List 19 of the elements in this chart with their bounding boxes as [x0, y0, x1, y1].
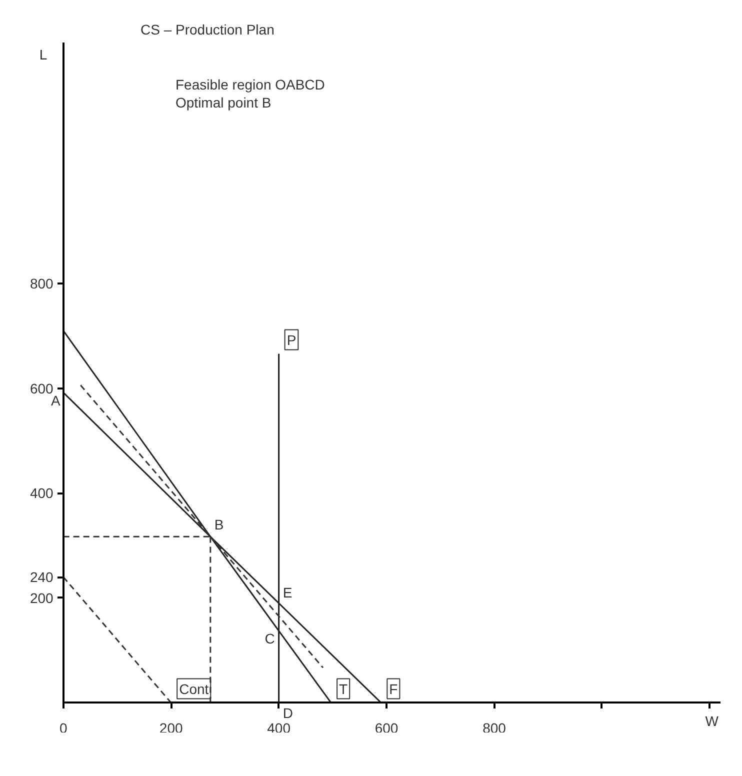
- annotation: Feasible region OABCD: [176, 76, 325, 92]
- series-label: Cont: [179, 680, 209, 697]
- annotation: B: [214, 516, 224, 533]
- y-axis-title: L: [39, 46, 48, 62]
- y-tick-label: 400: [30, 485, 54, 502]
- y-tick-label: 200: [30, 590, 54, 606]
- annotation: C: [264, 630, 275, 646]
- series-label: P: [286, 332, 296, 348]
- y-tick-label: 240: [30, 569, 54, 586]
- annotation: Optimal point B: [176, 94, 272, 110]
- y-tick-label: 800: [30, 276, 54, 292]
- y-tick-label: 600: [30, 380, 54, 396]
- annotation: A: [51, 392, 62, 409]
- annotation: D: [282, 704, 293, 721]
- series-label: T: [339, 680, 348, 697]
- series-label: F: [389, 680, 398, 697]
- chart-title: CS – Production Plan: [140, 22, 274, 38]
- annotation: E: [282, 584, 292, 600]
- x-axis-title: W: [705, 712, 720, 729]
